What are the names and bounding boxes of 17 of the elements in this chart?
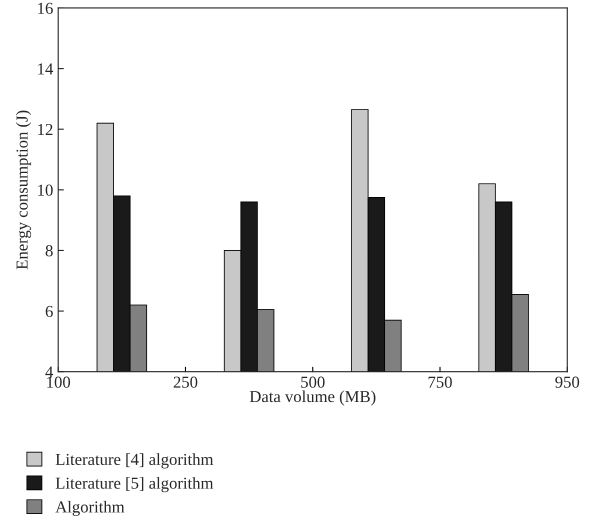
y-axis-title: Energy consumption (J) bbox=[16, 110, 32, 270]
x-axis-title: Data volume (MB) bbox=[250, 390, 376, 406]
text: 500 bbox=[301, 376, 325, 388]
text: 250 bbox=[174, 376, 198, 388]
y-tick-label: 6 bbox=[46, 306, 53, 318]
y-tick-label: 12 bbox=[38, 124, 52, 135]
y-tick-label: 14 bbox=[38, 63, 54, 74]
y-tick-label: 4 bbox=[45, 366, 54, 378]
legend-label: Literature [4] algorithm bbox=[56, 453, 214, 468]
legend-label: Algorithm bbox=[55, 500, 124, 516]
legend-label: Literature [5] algorithm bbox=[56, 477, 214, 492]
y-tick-label: 8 bbox=[46, 245, 53, 256]
text: 750 bbox=[428, 376, 452, 388]
text: 950 bbox=[555, 376, 580, 388]
text: 100 bbox=[47, 376, 70, 388]
y-tick-label: 10 bbox=[38, 184, 53, 196]
y-tick-label: 16 bbox=[38, 2, 53, 14]
